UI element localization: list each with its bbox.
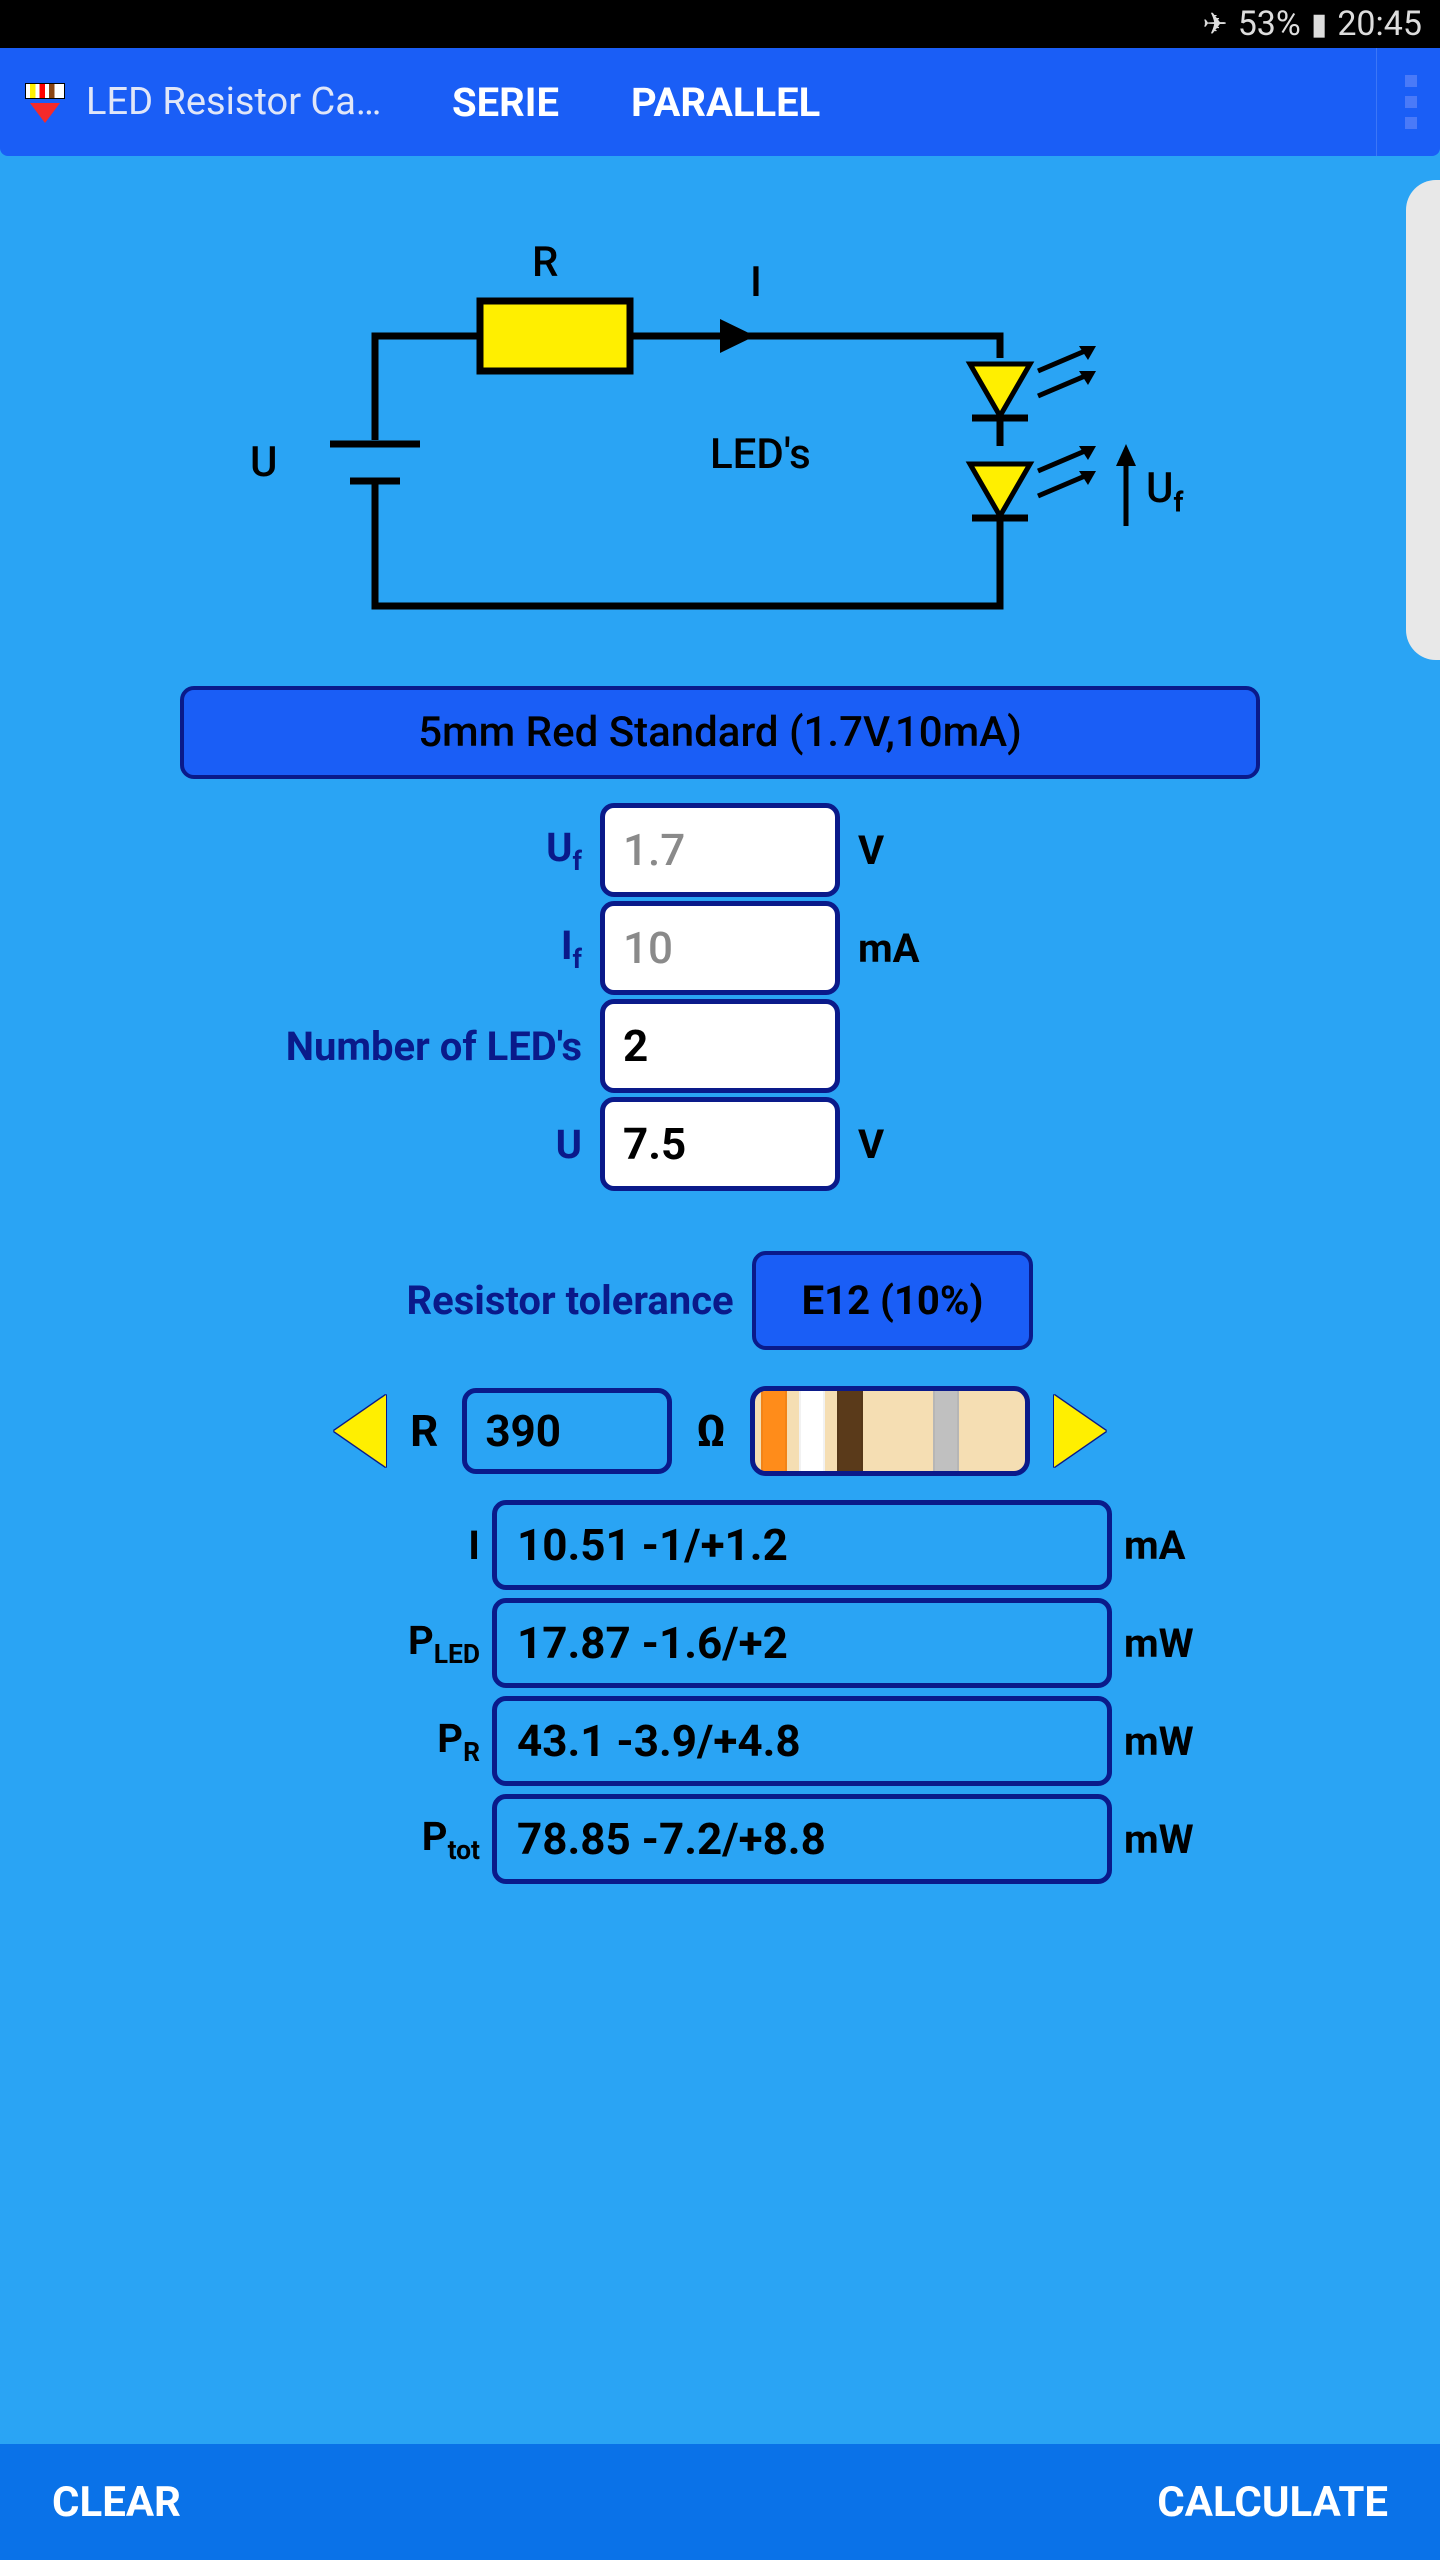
resistor-prev-button[interactable] bbox=[334, 1395, 386, 1467]
out-pled-value: 17.87 -1.6/+2 bbox=[492, 1598, 1112, 1688]
bottom-action-bar: CLEAR CALCULATE bbox=[0, 2444, 1440, 2560]
status-bar: ✈ 53% ▮ 20:45 bbox=[0, 0, 1440, 48]
tolerance-row: Resistor tolerance E12 (10%) bbox=[0, 1251, 1440, 1350]
r-value-box: 390 bbox=[462, 1388, 672, 1474]
if-label: If bbox=[400, 922, 588, 975]
u-label: U bbox=[400, 1121, 588, 1168]
diagram-label-i: I bbox=[750, 258, 762, 307]
diagram-label-uf: Uf bbox=[1146, 464, 1183, 518]
clear-button[interactable]: CLEAR bbox=[52, 2478, 181, 2527]
numleds-input[interactable] bbox=[600, 999, 840, 1093]
out-ptot-value: 78.85 -7.2/+8.8 bbox=[492, 1794, 1112, 1884]
out-pr-value: 43.1 -3.9/+4.8 bbox=[492, 1696, 1112, 1786]
r-unit: Ω bbox=[696, 1405, 726, 1457]
if-unit: mA bbox=[852, 925, 1040, 972]
clock: 20:45 bbox=[1337, 4, 1422, 44]
output-section: I 10.51 -1/+1.2 mA PLED 17.87 -1.6/+2 mW… bbox=[240, 1500, 1200, 1884]
tolerance-button[interactable]: E12 (10%) bbox=[752, 1251, 1034, 1350]
out-i-unit: mA bbox=[1124, 1522, 1224, 1569]
out-ptot-unit: mW bbox=[1124, 1816, 1224, 1863]
app-icon bbox=[20, 77, 70, 127]
tab-serie[interactable]: SERIE bbox=[416, 48, 595, 156]
numleds-label: Number of LED's bbox=[140, 1023, 588, 1070]
uf-label: Uf bbox=[400, 824, 588, 877]
battery-percent: 53% bbox=[1238, 4, 1301, 44]
out-pled-label: PLED bbox=[240, 1617, 480, 1670]
app-title: LED Resistor Ca… bbox=[86, 80, 416, 124]
out-i-value: 10.51 -1/+1.2 bbox=[492, 1500, 1112, 1590]
resistor-graphic bbox=[750, 1386, 1030, 1476]
overflow-menu-icon[interactable] bbox=[1376, 48, 1420, 156]
out-pled-unit: mW bbox=[1124, 1620, 1224, 1667]
uf-unit: V bbox=[852, 827, 1040, 874]
u-input[interactable] bbox=[600, 1097, 840, 1191]
app-bar: LED Resistor Ca… SERIE PARALLEL bbox=[0, 48, 1440, 156]
r-label: R bbox=[410, 1405, 438, 1457]
u-unit: V bbox=[852, 1121, 1040, 1168]
battery-icon: ▮ bbox=[1311, 7, 1328, 42]
uf-input[interactable] bbox=[600, 803, 840, 897]
led-type-button[interactable]: 5mm Red Standard (1.7V,10mA) bbox=[180, 686, 1260, 779]
if-input[interactable] bbox=[600, 901, 840, 995]
diagram-label-leds: LED's bbox=[710, 430, 811, 479]
airplane-icon: ✈ bbox=[1203, 7, 1228, 42]
calculate-button[interactable]: CALCULATE bbox=[1157, 2478, 1388, 2527]
input-section: Uf V If mA Number of LED's U V bbox=[400, 803, 1040, 1191]
out-pr-unit: mW bbox=[1124, 1718, 1224, 1765]
scrollbar[interactable] bbox=[1406, 180, 1440, 660]
tolerance-label: Resistor tolerance bbox=[407, 1277, 734, 1324]
main-content: R I U LED's Uf 5mm Red Standard (1.7V,10… bbox=[0, 156, 1440, 2444]
out-i-label: I bbox=[240, 1522, 480, 1569]
diagram-label-u: U bbox=[250, 438, 277, 487]
tab-parallel[interactable]: PARALLEL bbox=[595, 48, 856, 156]
resistor-row: R 390 Ω bbox=[0, 1386, 1440, 1476]
out-pr-label: PR bbox=[240, 1715, 480, 1768]
circuit-diagram: R I U LED's Uf bbox=[180, 186, 1260, 646]
diagram-label-r: R bbox=[532, 238, 558, 287]
resistor-next-button[interactable] bbox=[1054, 1395, 1106, 1467]
out-ptot-label: Ptot bbox=[240, 1813, 480, 1866]
